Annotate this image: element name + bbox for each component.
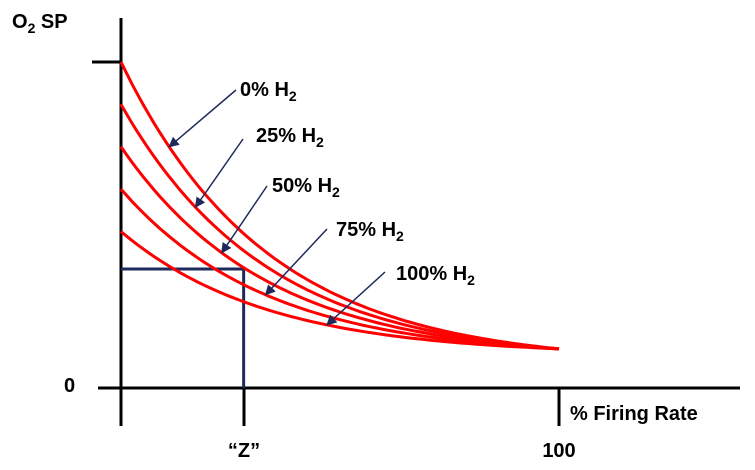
y-zero-label: 0	[64, 375, 75, 397]
series-label-main: 25% H	[256, 125, 316, 147]
series-label-sub: 2	[332, 184, 340, 200]
y-axis-label-main: O	[12, 11, 28, 33]
series-label-0: 0% H2	[240, 79, 297, 104]
series-label-2: 50% H2	[272, 175, 340, 200]
x-marker-label: “Z”	[228, 440, 260, 462]
y-axis-label-sub: 2	[28, 20, 36, 36]
y-axis-label-rest: SP	[35, 11, 67, 33]
series-label-main: 0% H	[240, 79, 289, 101]
series-label-sub: 2	[467, 272, 475, 288]
series-label-main: 75% H	[336, 219, 396, 241]
series-arrow-4	[326, 271, 386, 326]
series-label-sub: 2	[396, 228, 404, 244]
x-axis-label: % Firing Rate	[570, 403, 698, 425]
series-label-3: 75% H2	[336, 219, 404, 244]
series-label-main: 100% H	[396, 263, 467, 285]
series-label-sub: 2	[316, 134, 324, 150]
series-label-main: 50% H	[272, 175, 332, 197]
series-label-sub: 2	[289, 88, 297, 104]
series-label-4: 100% H2	[396, 263, 475, 288]
series-arrow-3	[264, 228, 328, 296]
z-guide-line	[121, 267, 246, 388]
series-arrow-2	[221, 185, 268, 254]
x-max-label: 100	[542, 440, 575, 462]
curve-4	[120, 230, 560, 351]
curve-series-group	[119, 61, 560, 351]
y-axis-label: O2 SP	[12, 11, 68, 36]
series-arrow-0	[168, 89, 237, 148]
series-arrow-1	[194, 138, 244, 209]
series-label-1: 25% H2	[256, 125, 324, 150]
